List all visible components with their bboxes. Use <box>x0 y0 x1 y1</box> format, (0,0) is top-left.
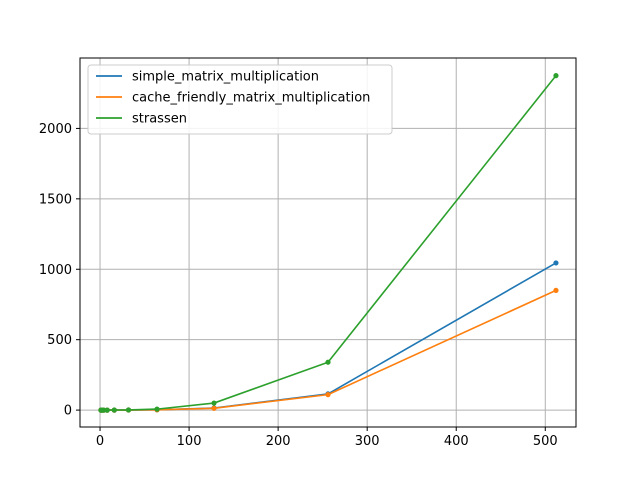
y-tick-label: 500 <box>47 333 72 348</box>
data-point <box>104 407 110 413</box>
data-point <box>553 73 559 79</box>
data-point <box>211 400 217 406</box>
data-point <box>125 407 132 413</box>
y-tick-label: 2000 <box>39 122 72 137</box>
x-tick-label: 300 <box>355 434 380 449</box>
legend-entry: strassen <box>132 112 187 127</box>
data-point <box>111 407 117 413</box>
data-point <box>211 405 217 411</box>
data-point <box>154 406 160 412</box>
series-strassen <box>98 73 559 413</box>
y-tick-label: 0 <box>64 404 72 419</box>
axis-ticks: 0 100 200 300 400 500 0 500 1000 1500 2000 <box>39 122 558 449</box>
series-lines <box>98 73 559 413</box>
data-point <box>325 392 331 398</box>
series-cache_friendly_matrix_multiplication <box>98 287 559 413</box>
legend-box <box>87 64 393 135</box>
y-tick-label: 1000 <box>39 263 72 278</box>
data-point <box>553 287 559 293</box>
y-tick-label: 1500 <box>39 192 72 207</box>
x-tick-label: 0 <box>96 434 104 449</box>
series-line <box>100 262 557 411</box>
x-tick-label: 500 <box>533 434 558 449</box>
data-point <box>325 359 331 365</box>
legend-entry: cache_friendly_matrix_multiplication <box>132 91 370 106</box>
legend: simple_matrix_multiplication cache_friend… <box>87 64 393 135</box>
x-tick-label: 400 <box>444 434 469 449</box>
data-point <box>553 260 559 266</box>
x-tick-label: 100 <box>177 434 202 449</box>
data-point <box>100 407 107 413</box>
series-simple_matrix_multiplication <box>98 260 559 413</box>
legend-entry: simple_matrix_multiplication <box>132 70 319 85</box>
plot-frame <box>79 57 577 428</box>
x-tick-label: 200 <box>266 434 291 449</box>
